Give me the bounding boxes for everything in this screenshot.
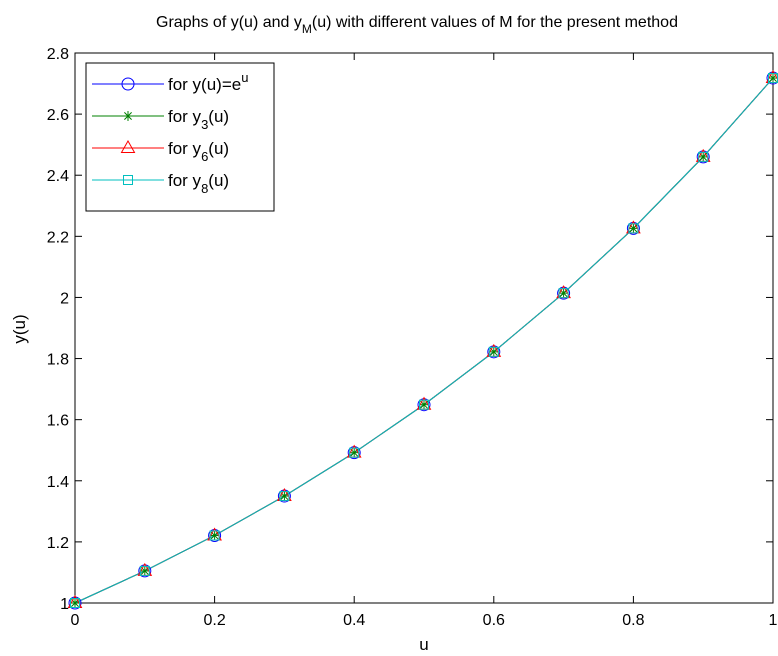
y-tick-label: 1.6: [47, 413, 69, 430]
data-point-square: [70, 598, 80, 608]
x-tick-label: 0: [71, 612, 80, 629]
legend-label: for y6(u): [168, 139, 229, 164]
chart-title-main: Graphs of y(u) and y: [156, 14, 302, 31]
data-point-square: [139, 565, 150, 576]
data-point-square: [488, 346, 499, 357]
legend-entry: for y3(u): [92, 107, 229, 132]
legend-label: for y(u)=eu: [168, 70, 248, 94]
legend-entry: for y8(u): [92, 171, 229, 196]
x-tick-label: 0.4: [343, 612, 365, 629]
legend-box: [85, 62, 275, 212]
y-tick-label: 1.8: [47, 352, 69, 369]
legend-label: for y8(u): [168, 171, 229, 196]
data-point-square: [279, 491, 290, 502]
legend-marker-square: [123, 175, 133, 185]
data-point-square: [628, 223, 639, 234]
y-tick-label: 2: [60, 290, 69, 307]
data-point-square: [558, 288, 569, 299]
y-tick-label: 1.2: [47, 535, 69, 552]
y-tick-label: 2.4: [47, 168, 69, 185]
legend: for y(u)=eu for y3(u) for y6(u) for y8(u): [85, 62, 275, 212]
series-markers: [67, 70, 778, 610]
data-point-square: [209, 530, 220, 541]
x-tick-label: 1: [769, 612, 778, 629]
chart-title-subscript: M: [302, 22, 312, 36]
legend-marker-triangle: [120, 139, 136, 153]
x-tick-label: 0.6: [483, 612, 505, 629]
y-axis-label: y(u): [10, 314, 29, 343]
legend-marker-circle: [121, 77, 135, 91]
legend-marker-star: [123, 111, 133, 121]
chart-title: Graphs of y(u) and yM(u) with different …: [156, 14, 678, 36]
y-tick-label: 2.8: [47, 46, 69, 63]
y-tick-label: 2.2: [47, 229, 69, 246]
x-tick-label: 0.2: [203, 612, 225, 629]
y-tick-label: 1.4: [47, 474, 69, 491]
chart-title-rest: (u) with different values of M for the p…: [312, 14, 678, 31]
legend-entry: for y6(u): [92, 139, 229, 164]
y-tick-label: 2.6: [47, 107, 69, 124]
data-point-square: [419, 399, 429, 410]
data-point-square: [349, 447, 360, 458]
data-point-square: [698, 151, 709, 162]
y-tick-label: 1: [60, 596, 69, 613]
x-axis-label: u: [419, 635, 428, 654]
x-tick-label: 0.8: [622, 612, 644, 629]
legend-label: for y3(u): [168, 107, 229, 132]
legend-entry: for y(u)=eu: [92, 70, 248, 94]
tick-labels: 0 0.2 0.4 0.6 0.8 1 1 1.2 1.4 1.6 1.8 2 2.2 2.4 2.6 2.8: [47, 46, 778, 629]
